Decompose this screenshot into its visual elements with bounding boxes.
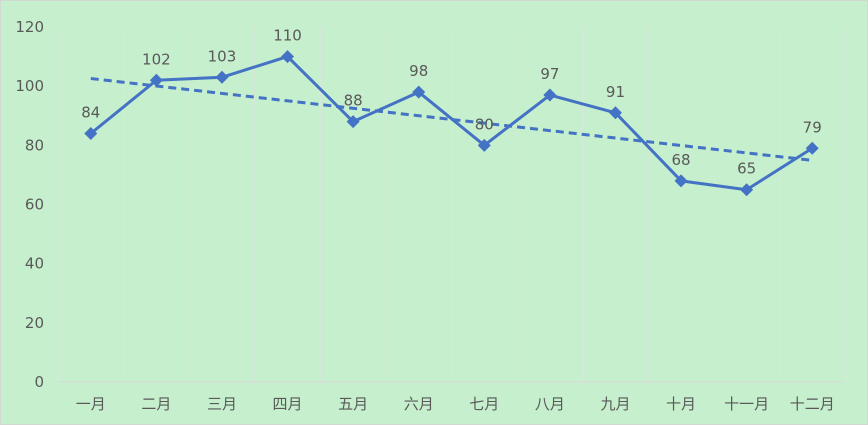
x-tick-label: 十二月 <box>790 395 835 413</box>
data-point <box>346 115 360 129</box>
y-tick-label: 40 <box>25 255 44 273</box>
data-point <box>805 141 819 155</box>
x-tick-label: 十一月 <box>724 395 769 413</box>
data-label: 79 <box>803 118 822 136</box>
data-label: 88 <box>344 92 363 110</box>
data-label: 98 <box>409 62 428 80</box>
data-label: 80 <box>475 115 494 133</box>
y-tick-label: 100 <box>15 77 44 95</box>
data-point <box>543 88 557 102</box>
data-label: 102 <box>142 50 171 68</box>
data-point <box>477 138 491 152</box>
y-tick-label: 120 <box>15 18 44 36</box>
data-point <box>281 50 295 64</box>
x-tick-label: 二月 <box>141 395 171 413</box>
data-label: 65 <box>737 160 756 178</box>
data-point <box>740 183 754 197</box>
data-label: 68 <box>671 151 690 169</box>
y-tick-label: 20 <box>25 314 44 332</box>
data-point <box>608 106 622 120</box>
x-tick-label: 八月 <box>535 395 565 413</box>
data-point <box>149 73 163 87</box>
x-tick-label: 四月 <box>273 395 303 413</box>
trendline <box>90 77 813 162</box>
x-tick-label: 一月 <box>76 395 106 413</box>
x-axis-ticks: 一月 二月 三月 四月 五月 六月 七月 八月 九月 十月 十一月 十二月 <box>76 395 835 413</box>
data-label: 97 <box>540 65 559 83</box>
data-label: 110 <box>273 27 302 45</box>
x-tick-label: 九月 <box>600 395 630 413</box>
data-point <box>215 70 229 84</box>
data-label: 103 <box>208 47 237 65</box>
x-tick-label: 三月 <box>207 395 237 413</box>
x-tick-label: 十月 <box>666 395 696 413</box>
data-point <box>84 127 98 140</box>
y-tick-label: 80 <box>25 136 44 154</box>
y-axis-ticks: 0 20 40 60 80 100 120 <box>15 18 44 391</box>
gridlines <box>57 27 846 382</box>
data-label: 84 <box>81 104 100 122</box>
y-tick-label: 60 <box>25 196 44 214</box>
x-tick-label: 六月 <box>404 395 434 413</box>
data-point <box>674 174 688 188</box>
data-labels: 84 102 103 110 88 98 80 97 91 68 65 79 <box>81 27 822 178</box>
x-tick-label: 七月 <box>469 395 499 413</box>
series-line <box>89 55 814 192</box>
y-tick-label: 0 <box>34 373 44 391</box>
data-markers <box>84 50 819 197</box>
data-point <box>412 85 426 99</box>
x-tick-label: 五月 <box>338 395 368 413</box>
data-label: 91 <box>606 83 625 101</box>
